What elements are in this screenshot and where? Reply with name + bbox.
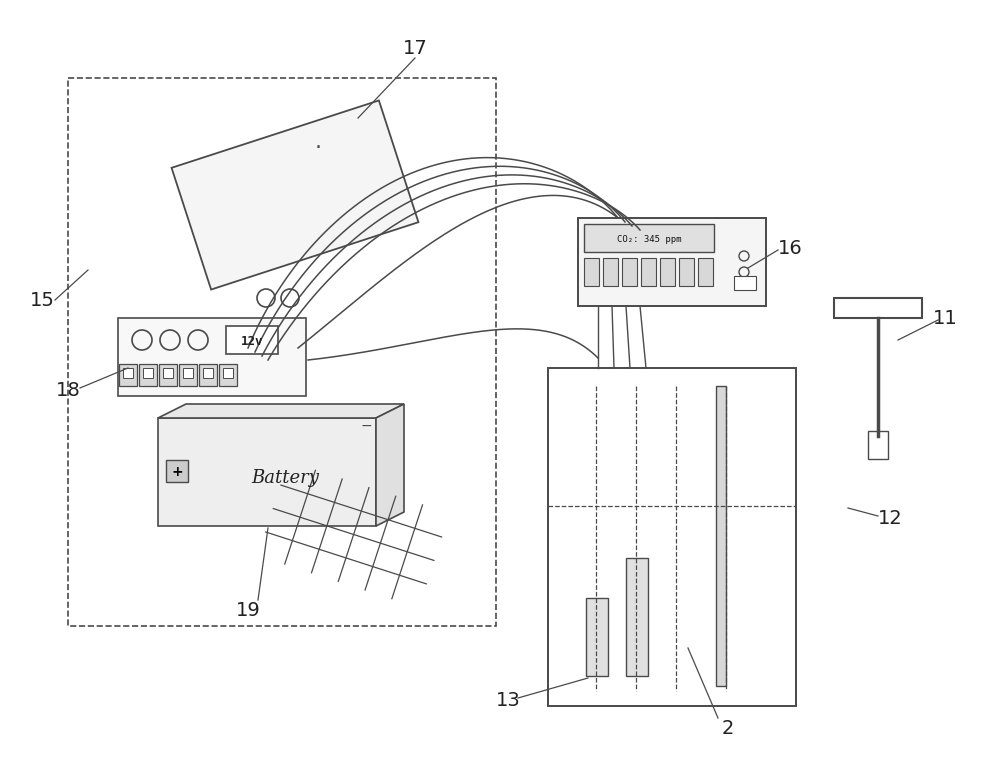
Bar [578,218,766,306]
Bar [118,318,306,396]
Bar [159,364,177,386]
Bar [139,364,157,386]
Bar [698,258,713,286]
Bar [641,258,656,286]
Bar [166,460,188,482]
Bar [223,368,233,378]
Text: 16: 16 [778,239,802,258]
Text: −: − [360,419,372,433]
Text: +: + [171,465,183,479]
Text: 17: 17 [403,38,427,58]
Bar [199,364,217,386]
Text: 13: 13 [496,691,520,710]
Text: Battery: Battery [251,469,319,487]
Bar [834,298,922,318]
Bar [179,364,197,386]
Bar [586,598,608,676]
Bar [203,368,213,378]
Bar [626,558,648,676]
Polygon shape [158,404,404,418]
Bar [603,258,618,286]
Bar [226,326,278,354]
Bar [68,78,496,626]
Text: 11: 11 [933,309,957,328]
Text: 12: 12 [878,509,902,527]
Bar [868,431,888,459]
Text: 19: 19 [236,601,260,619]
Bar [119,364,137,386]
Bar [183,368,193,378]
Text: CO₂: 345 ppm: CO₂: 345 ppm [617,234,681,244]
Bar [123,368,133,378]
Text: 12v: 12v [241,335,263,348]
Bar [143,368,153,378]
Text: 18: 18 [56,380,80,399]
Text: ·: · [314,138,322,158]
Bar [172,100,418,289]
Bar [622,258,637,286]
Bar [584,258,599,286]
Bar [679,258,694,286]
Bar [548,368,796,706]
Bar [219,364,237,386]
Bar [716,386,726,686]
Bar [584,224,714,252]
Bar [734,276,756,290]
Bar [163,368,173,378]
Text: 15: 15 [30,290,54,310]
Bar [158,418,376,526]
Bar [660,258,675,286]
Text: 2: 2 [722,719,734,738]
Polygon shape [376,404,404,526]
